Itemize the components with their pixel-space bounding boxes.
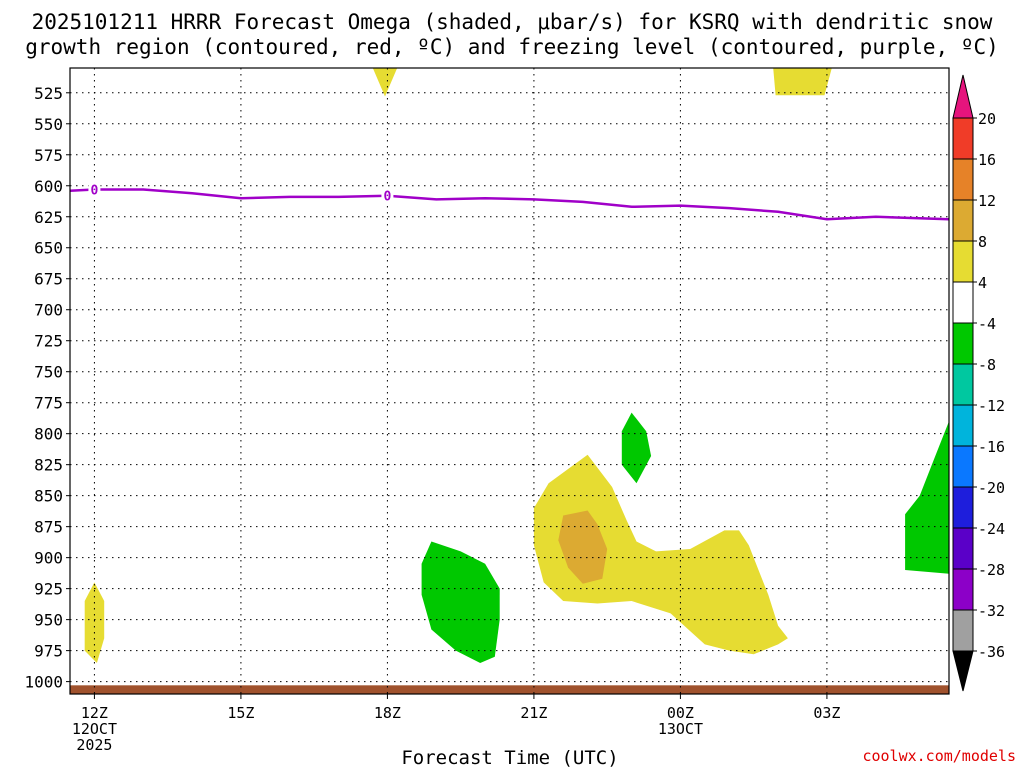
omega-region-4 (558, 510, 608, 584)
colorbar-bin (952, 486, 974, 529)
y-tick-label: 525 (34, 84, 63, 103)
colorbar-label: -32 (978, 602, 1005, 620)
title-line-2: growth region (contoured, red, ºC) and f… (25, 35, 999, 59)
y-tick-label: 775 (34, 394, 63, 413)
x-tick-label: 18Z (374, 704, 401, 722)
colorbar-label: -4 (978, 315, 996, 333)
omega-region-2 (84, 582, 105, 663)
colorbar-bin (952, 445, 974, 488)
colorbar-bin (952, 117, 974, 160)
colorbar-label: 20 (978, 110, 996, 128)
omega-region-7 (905, 421, 949, 574)
omega-region-3 (533, 454, 788, 655)
y-tick-label: 925 (34, 580, 63, 599)
surface-band (70, 685, 949, 694)
x-tick-label: 15Z (227, 704, 254, 722)
y-tick-label: 725 (34, 332, 63, 351)
colorbar-bottom-arrow (952, 650, 974, 692)
colorbar-label: -16 (978, 438, 1005, 456)
y-tick-label: 750 (34, 363, 63, 382)
colorbar-label: 4 (978, 274, 987, 292)
colorbar-label: 16 (978, 151, 996, 169)
y-tick-label: 700 (34, 301, 63, 320)
y-tick-label: 975 (34, 642, 63, 661)
y-tick-label: 675 (34, 270, 63, 289)
y-tick-label: 550 (34, 115, 63, 134)
freezing-level-label: 0 (384, 190, 392, 205)
colorbar-bin (952, 404, 974, 447)
colorbar-bin (952, 363, 974, 406)
x-axis-label: Forecast Time (UTC) (401, 747, 618, 768)
y-tick-label: 825 (34, 456, 63, 475)
omega-region-1 (773, 68, 832, 96)
y-tick-label: 850 (34, 487, 63, 506)
colorbar-label: -8 (978, 356, 996, 374)
omega-region-0 (372, 68, 398, 97)
colorbar-bin (952, 568, 974, 611)
colorbar-bin (952, 199, 974, 242)
y-tick-label: 600 (34, 177, 63, 196)
x-tick-label: 12OCT (72, 720, 117, 738)
plot-frame (69, 67, 950, 695)
x-tick-label: 03Z (813, 704, 840, 722)
pressure-grid (70, 68, 949, 694)
colorbar-label: 8 (978, 233, 987, 251)
y-tick-label: 950 (34, 611, 63, 630)
freezing-level-label: 0 (91, 183, 99, 198)
freezing-level-line (69, 188, 950, 221)
y-tick-label: 625 (34, 208, 63, 227)
x-tick-label: 00Z (667, 704, 694, 722)
omega-region-5 (621, 412, 652, 484)
x-tick-label: 13OCT (658, 720, 703, 738)
x-tick-label: 12Z (81, 704, 108, 722)
colorbar-label: -20 (978, 479, 1005, 497)
y-tick-label: 1000 (24, 673, 63, 692)
title-line-1: 2025101211 HRRR Forecast Omega (shaded, … (32, 10, 993, 34)
contour-label-background (381, 187, 394, 204)
colorbar-bin (952, 609, 974, 652)
omega-region-6 (421, 541, 500, 663)
colorbar-bin (952, 322, 974, 365)
colorbar-bin (952, 158, 974, 201)
colorbar-label: 12 (978, 192, 996, 210)
y-tick-label: 800 (34, 425, 63, 444)
contour-label-background (88, 181, 101, 198)
y-tick-label: 900 (34, 549, 63, 568)
omega-colorbar: 20 16 12 8 4 -4 -8 -12 -16 -20 -24 -28 -32 -36 (952, 74, 1005, 692)
credit-text: coolwx.com/models (862, 747, 1016, 765)
y-tick-label: 575 (34, 146, 63, 165)
y-tick-label: 875 (34, 518, 63, 537)
colorbar-label: -24 (978, 520, 1005, 538)
colorbar-label: -12 (978, 397, 1005, 415)
omega-shaded-regions (70, 68, 949, 694)
y-tick-label: 650 (34, 239, 63, 258)
colorbar-top-arrow (952, 74, 974, 119)
colorbar-label: -36 (978, 643, 1005, 661)
pressure-axis: 525 550 575 600 625 650 675 700 725 750 775 800 825 8… (24, 84, 70, 692)
colorbar-bin (952, 527, 974, 570)
colorbar-bin (952, 281, 974, 324)
x-tick-label: 2025 (76, 736, 112, 754)
colorbar-label: -28 (978, 561, 1005, 579)
colorbar-bin (952, 240, 974, 283)
x-tick-label: 21Z (520, 704, 547, 722)
